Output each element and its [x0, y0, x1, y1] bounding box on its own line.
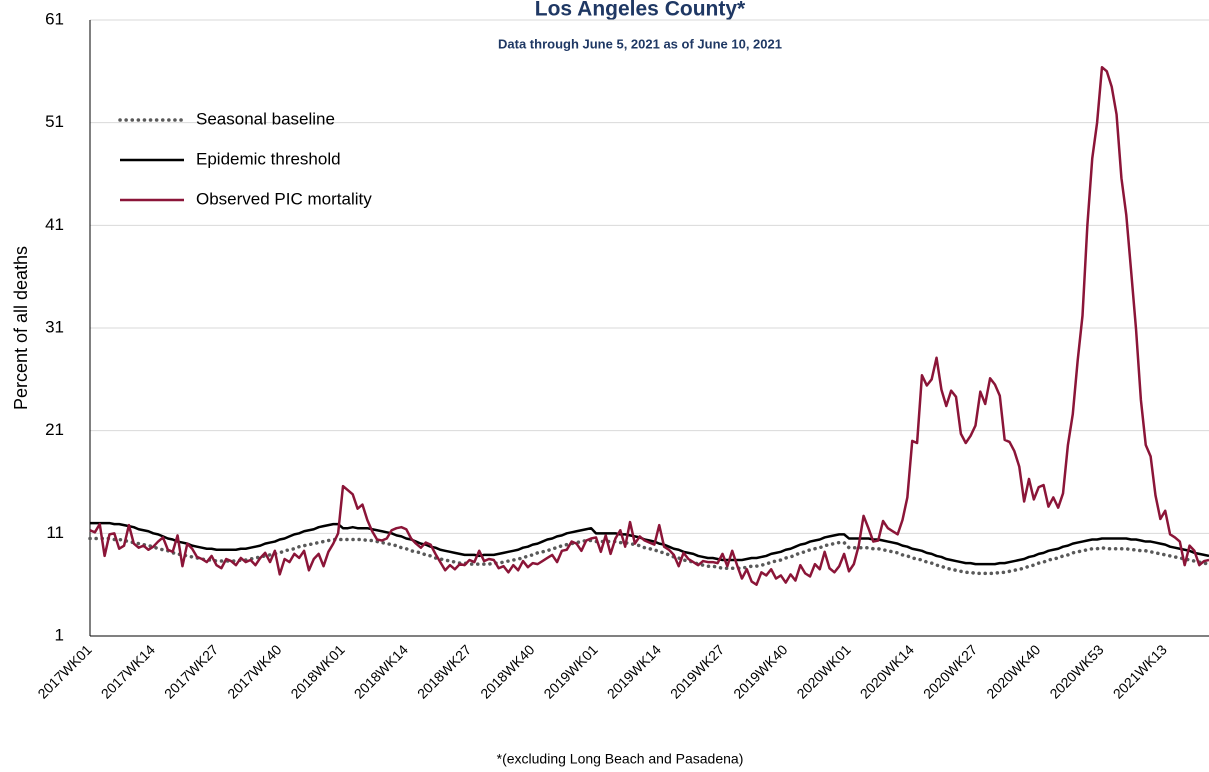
x-tick-label: 2019WK14 [604, 641, 664, 701]
footnote: *(excluding Long Beach and Pasadena) [497, 751, 744, 767]
legend-label: Observed PIC mortality [196, 189, 372, 208]
y-tick-label: 21 [45, 420, 64, 439]
x-tick-label: 2017WK01 [34, 641, 94, 701]
y-tick-label: 11 [46, 523, 64, 542]
y-tick-label: 1 [55, 625, 64, 644]
y-tick-label: 31 [45, 317, 64, 336]
chart-subtitle: Data through June 5, 2021 as of June 10,… [498, 36, 782, 51]
legend-label: Epidemic threshold [196, 149, 341, 168]
x-tick-label: 2020WK01 [793, 641, 853, 701]
x-tick-label: 2018WK27 [414, 641, 474, 701]
x-tick-label: 2019WK01 [540, 641, 600, 701]
x-tick-label: 2019WK27 [667, 641, 727, 701]
legend-label: Seasonal baseline [196, 109, 335, 128]
x-tick-label: 2018WK40 [477, 641, 537, 701]
x-tick-label: 2017WK14 [98, 641, 158, 701]
y-tick-label: 61 [45, 9, 64, 28]
x-tick-label: 2018WK01 [287, 641, 347, 701]
y-axis-label: Percent of all deaths [11, 246, 31, 410]
x-tick-label: 2021WK13 [1110, 641, 1170, 701]
y-tick-label: 51 [45, 112, 64, 131]
y-tick-label: 41 [45, 215, 64, 234]
x-tick-label: 2017WK27 [161, 641, 221, 701]
x-tick-label: 2017WK40 [224, 641, 284, 701]
series-line [90, 521, 1209, 566]
chart-title: Los Angeles County* [535, 0, 746, 21]
x-tick-label: 2020WK40 [983, 641, 1043, 701]
x-tick-label: 2020WK27 [920, 641, 980, 701]
x-tick-label: 2020WK53 [1046, 641, 1106, 701]
x-tick-label: 2019WK40 [730, 641, 790, 701]
series-line [89, 65, 1209, 586]
x-tick-label: 2020WK14 [857, 641, 917, 701]
x-tick-label: 2018WK14 [351, 641, 411, 701]
